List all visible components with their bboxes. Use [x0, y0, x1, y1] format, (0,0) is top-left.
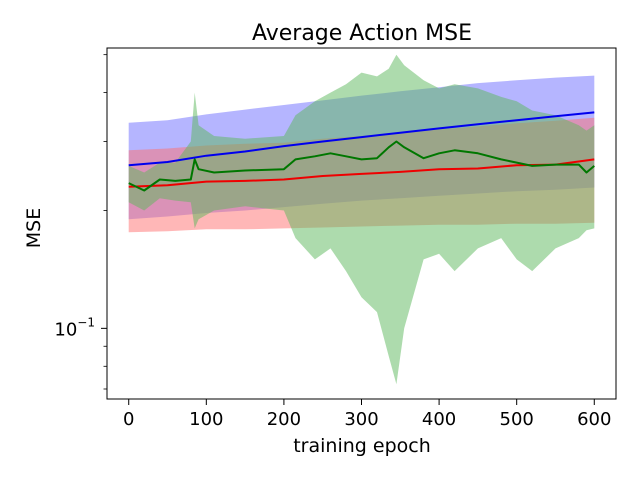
x-tick-label: 100 [189, 409, 223, 430]
y-tick-label: 10−1 [54, 315, 95, 340]
x-tick-label: 600 [577, 409, 611, 430]
x-tick-label: 500 [500, 409, 534, 430]
plot-area [128, 54, 595, 385]
series-2-line [128, 158, 595, 188]
x-tick-label: 200 [267, 409, 301, 430]
series-3-band [128, 54, 595, 385]
y-axis-label: MSE [23, 208, 45, 248]
series-1-line [128, 111, 595, 167]
x-tick-label: 300 [344, 409, 378, 430]
x-axis-label: training epoch [293, 435, 431, 457]
chart-title: Average Action MSE [252, 21, 472, 46]
series-3-line [128, 140, 595, 192]
axes: 0 100 200 300 400 500 600 10−1 [54, 47, 617, 430]
x-tick-label: 0 [123, 409, 134, 430]
x-tick-label: 400 [422, 409, 456, 430]
